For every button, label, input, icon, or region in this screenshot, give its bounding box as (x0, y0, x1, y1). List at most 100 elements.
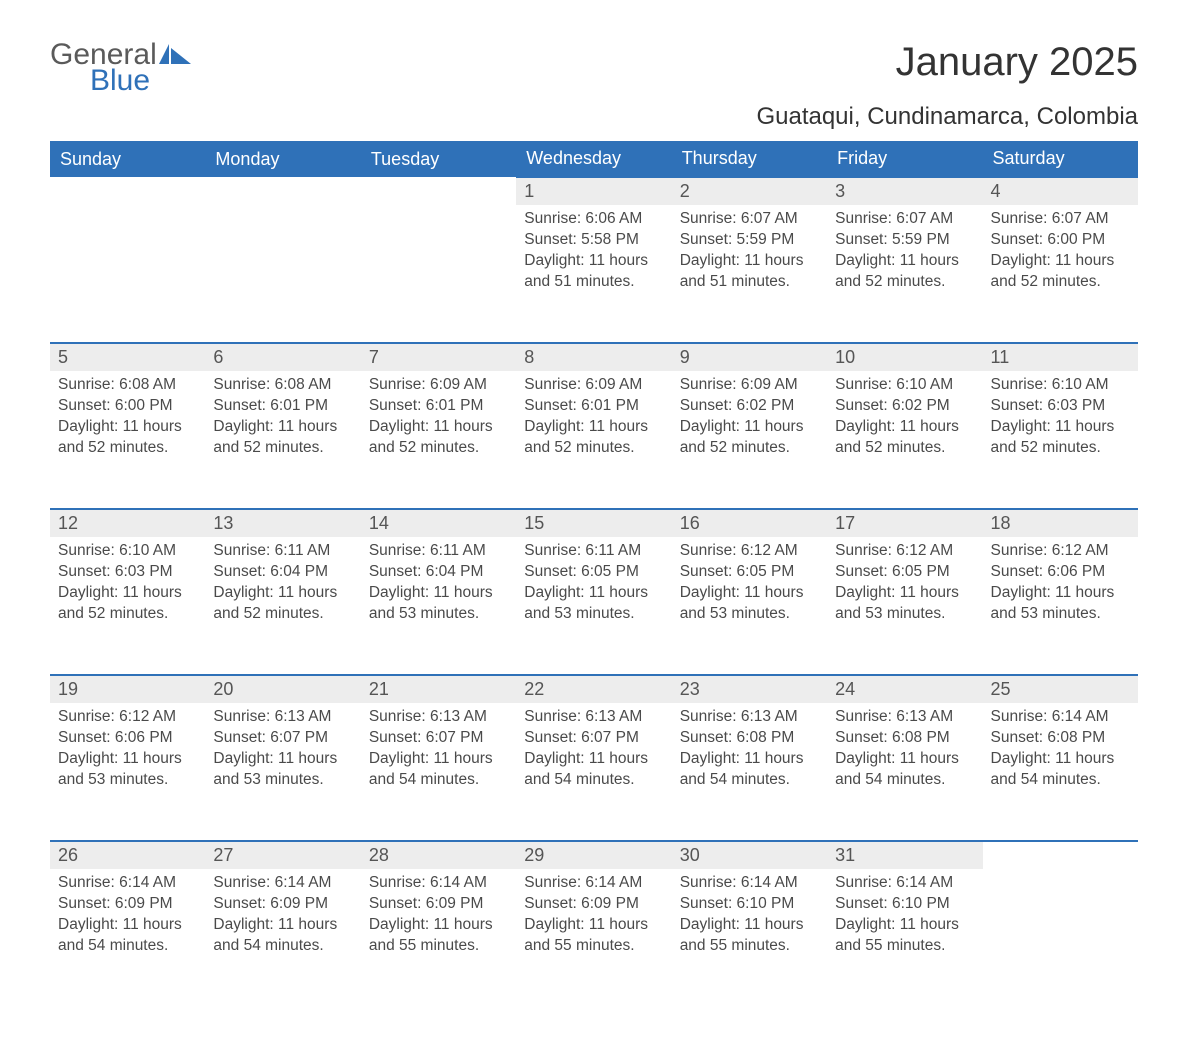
day-number-row: 12131415161718 (50, 509, 1138, 537)
daylight-line: Daylight: 11 hours and 52 minutes. (835, 251, 974, 293)
daylight-line: Daylight: 11 hours and 52 minutes. (524, 417, 663, 459)
day-number: 13 (205, 509, 360, 537)
day-content-row: Sunrise: 6:14 AMSunset: 6:09 PMDaylight:… (50, 869, 1138, 1007)
day-cell: Sunrise: 6:10 AMSunset: 6:03 PMDaylight:… (50, 537, 205, 675)
sunset-line: Sunset: 5:59 PM (680, 230, 819, 251)
day-number: 21 (361, 675, 516, 703)
calendar-page: General Blue January 2025 Guataqui, Cund… (0, 0, 1188, 1037)
day-cell: Sunrise: 6:08 AMSunset: 6:01 PMDaylight:… (205, 371, 360, 509)
day-cell: Sunrise: 6:12 AMSunset: 6:06 PMDaylight:… (983, 537, 1138, 675)
day-cell: Sunrise: 6:14 AMSunset: 6:10 PMDaylight:… (827, 869, 982, 1007)
day-number: 31 (827, 841, 982, 869)
daylight-line: Daylight: 11 hours and 51 minutes. (680, 251, 819, 293)
sunrise-line: Sunrise: 6:11 AM (524, 541, 663, 562)
day-content-row: Sunrise: 6:08 AMSunset: 6:00 PMDaylight:… (50, 371, 1138, 509)
day-cell: Sunrise: 6:13 AMSunset: 6:08 PMDaylight:… (672, 703, 827, 841)
sunset-line: Sunset: 5:59 PM (835, 230, 974, 251)
daylight-line: Daylight: 11 hours and 52 minutes. (213, 583, 352, 625)
day-number: 6 (205, 343, 360, 371)
daylight-line: Daylight: 11 hours and 55 minutes. (524, 915, 663, 957)
empty-day-cell (983, 869, 1138, 1007)
weekday-header: Monday (205, 141, 360, 177)
calendar-header-row: SundayMondayTuesdayWednesdayThursdayFrid… (50, 141, 1138, 177)
day-number: 19 (50, 675, 205, 703)
sunset-line: Sunset: 6:09 PM (213, 894, 352, 915)
sunrise-line: Sunrise: 6:10 AM (991, 375, 1130, 396)
day-content-row: Sunrise: 6:12 AMSunset: 6:06 PMDaylight:… (50, 703, 1138, 841)
sunset-line: Sunset: 6:07 PM (369, 728, 508, 749)
sunrise-line: Sunrise: 6:12 AM (991, 541, 1130, 562)
daylight-line: Daylight: 11 hours and 52 minutes. (58, 417, 197, 459)
day-cell: Sunrise: 6:07 AMSunset: 6:00 PMDaylight:… (983, 205, 1138, 343)
day-number-row: 262728293031 (50, 841, 1138, 869)
day-cell: Sunrise: 6:06 AMSunset: 5:58 PMDaylight:… (516, 205, 671, 343)
sunset-line: Sunset: 6:02 PM (835, 396, 974, 417)
daylight-line: Daylight: 11 hours and 53 minutes. (835, 583, 974, 625)
day-number: 25 (983, 675, 1138, 703)
day-number: 10 (827, 343, 982, 371)
sunrise-line: Sunrise: 6:12 AM (835, 541, 974, 562)
day-cell: Sunrise: 6:07 AMSunset: 5:59 PMDaylight:… (827, 205, 982, 343)
day-number: 29 (516, 841, 671, 869)
sunrise-line: Sunrise: 6:13 AM (680, 707, 819, 728)
empty-day-cell (50, 205, 205, 343)
sunrise-line: Sunrise: 6:14 AM (213, 873, 352, 894)
daylight-line: Daylight: 11 hours and 52 minutes. (991, 417, 1130, 459)
sunset-line: Sunset: 6:07 PM (524, 728, 663, 749)
sunset-line: Sunset: 6:01 PM (369, 396, 508, 417)
day-number: 12 (50, 509, 205, 537)
sunset-line: Sunset: 6:05 PM (524, 562, 663, 583)
day-number: 22 (516, 675, 671, 703)
day-number: 23 (672, 675, 827, 703)
day-number-row: 19202122232425 (50, 675, 1138, 703)
day-cell: Sunrise: 6:07 AMSunset: 5:59 PMDaylight:… (672, 205, 827, 343)
sunset-line: Sunset: 6:03 PM (991, 396, 1130, 417)
day-content-row: Sunrise: 6:10 AMSunset: 6:03 PMDaylight:… (50, 537, 1138, 675)
daylight-line: Daylight: 11 hours and 52 minutes. (680, 417, 819, 459)
sunset-line: Sunset: 5:58 PM (524, 230, 663, 251)
day-number: 20 (205, 675, 360, 703)
logo: General Blue (50, 40, 191, 96)
day-number: 2 (672, 177, 827, 205)
sunrise-line: Sunrise: 6:13 AM (213, 707, 352, 728)
daylight-line: Daylight: 11 hours and 53 minutes. (58, 749, 197, 791)
sunrise-line: Sunrise: 6:09 AM (524, 375, 663, 396)
sunrise-line: Sunrise: 6:07 AM (835, 209, 974, 230)
title-block: January 2025 Guataqui, Cundinamarca, Col… (756, 40, 1138, 141)
day-number-row: 1234 (50, 177, 1138, 205)
day-content-row: Sunrise: 6:06 AMSunset: 5:58 PMDaylight:… (50, 205, 1138, 343)
daylight-line: Daylight: 11 hours and 54 minutes. (680, 749, 819, 791)
day-number: 17 (827, 509, 982, 537)
day-cell: Sunrise: 6:10 AMSunset: 6:03 PMDaylight:… (983, 371, 1138, 509)
location: Guataqui, Cundinamarca, Colombia (756, 103, 1138, 131)
sunset-line: Sunset: 6:03 PM (58, 562, 197, 583)
weekday-header: Sunday (50, 141, 205, 177)
sunrise-line: Sunrise: 6:11 AM (213, 541, 352, 562)
sunset-line: Sunset: 6:05 PM (835, 562, 974, 583)
day-cell: Sunrise: 6:09 AMSunset: 6:01 PMDaylight:… (516, 371, 671, 509)
sunrise-line: Sunrise: 6:07 AM (680, 209, 819, 230)
day-number: 24 (827, 675, 982, 703)
sunset-line: Sunset: 6:00 PM (991, 230, 1130, 251)
sunrise-line: Sunrise: 6:09 AM (680, 375, 819, 396)
sunset-line: Sunset: 6:06 PM (991, 562, 1130, 583)
daylight-line: Daylight: 11 hours and 53 minutes. (369, 583, 508, 625)
day-cell: Sunrise: 6:10 AMSunset: 6:02 PMDaylight:… (827, 371, 982, 509)
day-cell: Sunrise: 6:13 AMSunset: 6:07 PMDaylight:… (516, 703, 671, 841)
daylight-line: Daylight: 11 hours and 54 minutes. (524, 749, 663, 791)
sunrise-line: Sunrise: 6:13 AM (524, 707, 663, 728)
day-cell: Sunrise: 6:13 AMSunset: 6:07 PMDaylight:… (205, 703, 360, 841)
sunset-line: Sunset: 6:02 PM (680, 396, 819, 417)
day-cell: Sunrise: 6:09 AMSunset: 6:02 PMDaylight:… (672, 371, 827, 509)
daylight-line: Daylight: 11 hours and 52 minutes. (369, 417, 508, 459)
daylight-line: Daylight: 11 hours and 54 minutes. (369, 749, 508, 791)
day-number: 26 (50, 841, 205, 869)
day-number: 8 (516, 343, 671, 371)
empty-day-number (361, 177, 516, 205)
day-number: 1 (516, 177, 671, 205)
sunrise-line: Sunrise: 6:14 AM (369, 873, 508, 894)
daylight-line: Daylight: 11 hours and 53 minutes. (991, 583, 1130, 625)
sunset-line: Sunset: 6:06 PM (58, 728, 197, 749)
daylight-line: Daylight: 11 hours and 54 minutes. (58, 915, 197, 957)
empty-day-number (983, 841, 1138, 869)
